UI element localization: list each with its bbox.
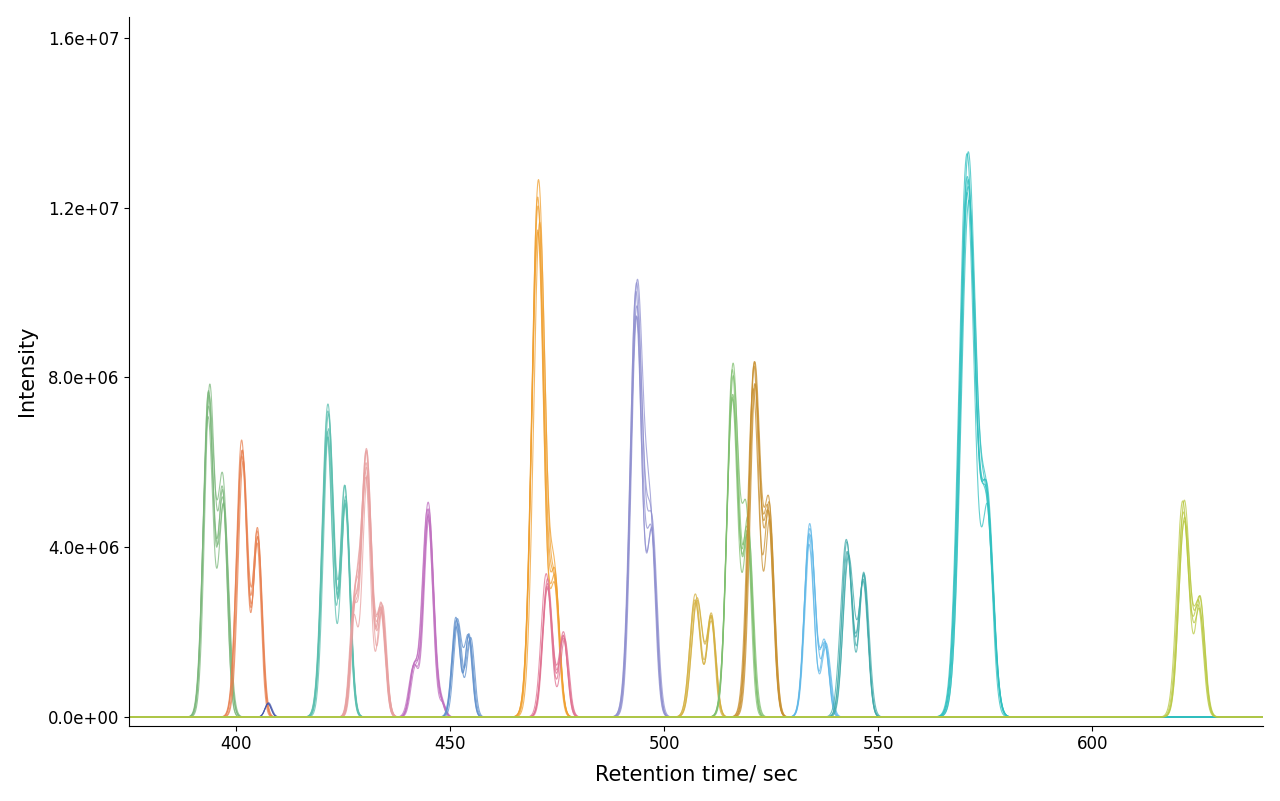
X-axis label: Retention time/ sec: Retention time/ sec (595, 764, 797, 784)
Y-axis label: Intensity: Intensity (17, 326, 37, 417)
